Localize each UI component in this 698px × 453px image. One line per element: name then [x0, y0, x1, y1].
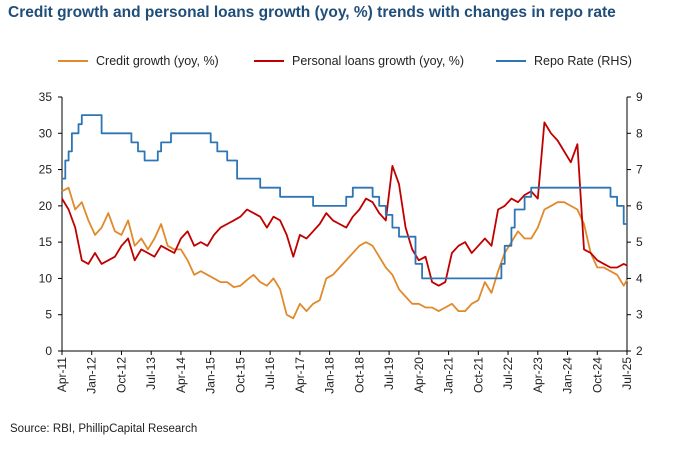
x-tick-label: Jul-25: [620, 357, 634, 390]
chart-title: Credit growth and personal loans growth …: [8, 4, 616, 21]
y-tick-label-left: 25: [39, 163, 53, 177]
x-tick-label: Jul-19: [382, 357, 396, 390]
y-tick-label-right: 4: [636, 271, 643, 285]
x-tick-label: Oct-18: [352, 357, 366, 393]
x-tick-label: Jan-15: [204, 357, 218, 394]
y-tick-label-right: 5: [636, 235, 643, 249]
source-note: Source: RBI, PhillipCapital Research: [10, 423, 198, 435]
y-tick-label-left: 20: [39, 199, 53, 213]
x-tick-label: Jul-16: [263, 357, 277, 390]
repo-rate-line: [62, 114, 627, 280]
x-tick-label: Oct-15: [233, 357, 247, 393]
x-tick-label: Jan-18: [323, 357, 337, 394]
x-tick-label: Jan-24: [561, 357, 575, 394]
y-tick-label-right: 2: [636, 344, 643, 358]
y-tick-label-left: 30: [39, 126, 53, 140]
x-tick-label: Oct-24: [590, 357, 604, 393]
y-tick-label-right: 7: [636, 163, 643, 177]
x-tick-label: Apr-17: [293, 357, 307, 393]
x-tick-label: Jul-22: [501, 357, 515, 390]
credit-growth-line: [61, 186, 628, 320]
axes: 0 5 10 15 20 25 30 35 2 3 4 5 6 7 8 9 Apr-11 Jan-12 Oct-12…: [39, 90, 643, 394]
legend: Credit growth (yoy, %) Personal loans gr…: [58, 54, 632, 68]
legend-label-personal-loans-growth: Personal loans growth (yoy, %): [292, 54, 464, 68]
x-tick-label: Apr-20: [412, 357, 426, 393]
x-tick-label: Jan-21: [442, 357, 456, 394]
y-tick-label-left: 15: [39, 235, 53, 249]
y-tick-label-left: 5: [45, 308, 52, 322]
x-tick-label: Apr-11: [55, 357, 69, 392]
y-tick-label-right: 8: [636, 126, 643, 140]
y-tick-label-left: 0: [45, 344, 52, 358]
y-tick-label-right: 9: [636, 90, 643, 104]
personal-loans-growth-line: [61, 121, 628, 287]
x-tick-label: Jul-13: [144, 357, 158, 390]
x-tick-label: Apr-14: [174, 357, 188, 393]
legend-label-repo-rate: Repo Rate (RHS): [534, 54, 632, 68]
x-tick-label: Apr-23: [531, 357, 545, 393]
legend-label-credit-growth: Credit growth (yoy, %): [96, 54, 219, 68]
y-tick-label-left: 35: [39, 90, 53, 104]
series-layer: [61, 114, 628, 320]
x-tick-label: Oct-12: [114, 357, 128, 393]
x-tick-label: Oct-21: [471, 357, 485, 393]
y-tick-label-right: 6: [636, 199, 643, 213]
y-tick-label-left: 10: [39, 271, 53, 285]
y-tick-label-right: 3: [636, 308, 643, 322]
x-tick-label: Jan-12: [85, 357, 99, 394]
